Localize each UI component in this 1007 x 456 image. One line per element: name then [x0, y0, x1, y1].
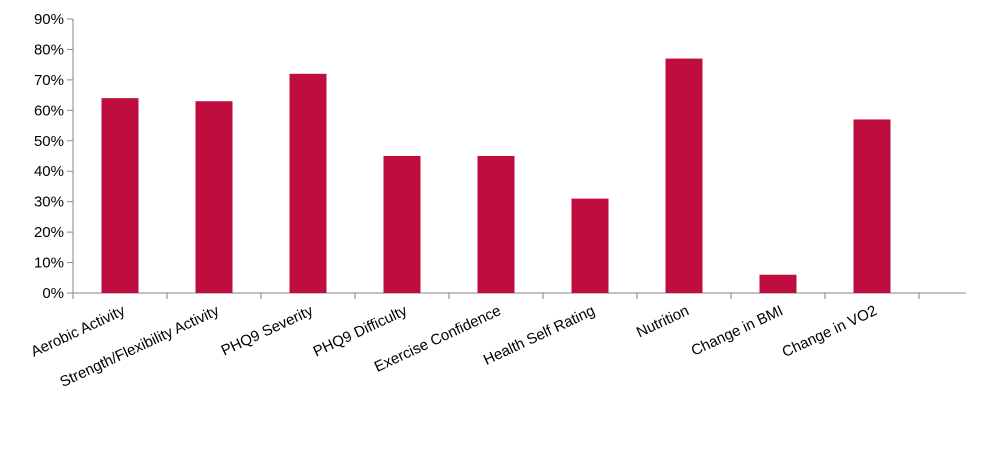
x-category-label: Nutrition [634, 302, 692, 341]
bar [101, 98, 139, 294]
bar [195, 101, 233, 293]
x-category-label: PHQ9 Severity [219, 302, 317, 360]
y-axis: 0% 10% 20% 30% 40% 50% 60% 70% 80% 90% [34, 11, 74, 302]
y-tick-label: 70% [34, 72, 64, 89]
y-tick-label: 60% [34, 102, 64, 119]
bar [383, 156, 421, 293]
y-tick-label: 30% [34, 194, 64, 211]
y-tick-label: 40% [34, 163, 64, 180]
bar [665, 58, 703, 294]
y-tick-label: 20% [34, 224, 64, 241]
x-category-label: Strength/Flexibility Activity [57, 302, 222, 391]
y-tick-label: 10% [34, 255, 64, 272]
x-category-label: Change in BMI [689, 302, 786, 359]
y-tick-label: 80% [34, 41, 64, 58]
bar [571, 198, 609, 293]
y-tick-label: 90% [34, 11, 64, 28]
y-tick-label: 0% [42, 285, 64, 302]
bar [477, 156, 515, 293]
x-category-label: Change in VO2 [780, 302, 880, 361]
bars [101, 58, 891, 294]
bar [289, 73, 327, 293]
bar [759, 274, 797, 293]
bar [853, 119, 891, 293]
y-tick-label: 50% [34, 133, 64, 150]
x-axis [72, 292, 966, 299]
